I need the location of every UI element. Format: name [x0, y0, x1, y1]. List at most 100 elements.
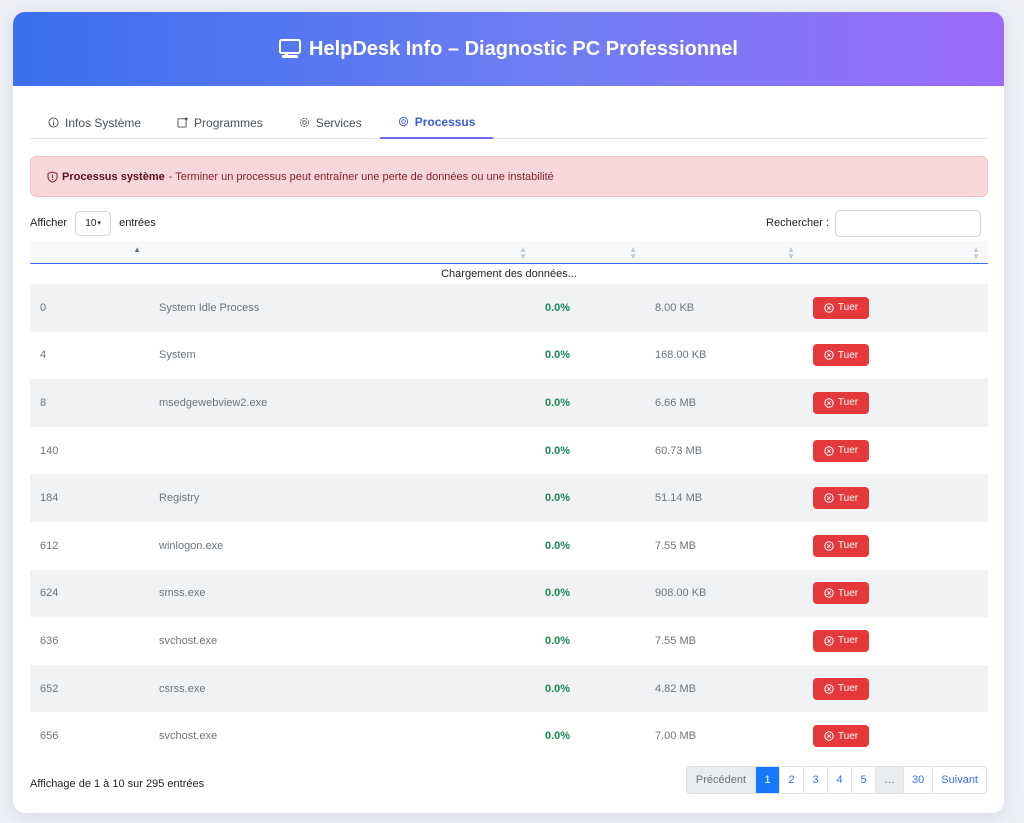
cell-name: System Idle Process	[149, 284, 535, 332]
shield-icon	[47, 170, 58, 183]
cell-action: Tuer	[803, 617, 988, 665]
length-select[interactable]: 10 ▾	[75, 210, 112, 236]
cell-pid: 636	[30, 617, 149, 665]
kill-label: Tuer	[837, 445, 859, 457]
page-button-4[interactable]: 4	[827, 767, 852, 793]
column-header-memory[interactable]: ▲ ▼	[645, 241, 803, 264]
cell-action: Tuer	[803, 712, 988, 760]
page-button-2[interactable]: 2	[779, 767, 804, 793]
search-area: Rechercher :	[766, 209, 981, 237]
table-row: 656 svchost.exe 0.0% 7.00 MB Tuer	[30, 712, 988, 760]
cell-action: Tuer	[803, 569, 988, 618]
sort-icon: ▲ ▼	[972, 245, 980, 261]
cell-action: Tuer	[803, 664, 988, 713]
pagination-next-button[interactable]: Suivant	[932, 767, 986, 793]
cell-name: svchost.exe	[149, 617, 535, 665]
app-header: HelpDesk Info – Diagnostic PC Profession…	[13, 12, 1004, 86]
cell-cpu: 0.0%	[535, 284, 645, 332]
kill-process-button[interactable]: Tuer	[813, 677, 869, 700]
column-header-action[interactable]: ▲ ▼	[803, 241, 988, 264]
column-header-pid[interactable]: ▲	[30, 241, 149, 264]
close-circle-icon	[824, 683, 834, 694]
tab-label: Services	[315, 115, 362, 130]
kill-process-button[interactable]: Tuer	[813, 582, 869, 605]
cell-name: smss.exe	[149, 569, 535, 618]
cell-memory: 6.66 MB	[645, 379, 803, 427]
column-header-name[interactable]: ▲ ▼	[149, 241, 535, 264]
cell-cpu: 0.0%	[535, 331, 645, 380]
info-circle-icon	[48, 117, 59, 128]
warning-alert: Processus système - Terminer un processu…	[30, 156, 988, 197]
kill-process-button[interactable]: Tuer	[813, 725, 869, 748]
close-circle-icon	[824, 731, 834, 741]
search-input[interactable]	[835, 209, 981, 237]
table-row: 0 System Idle Process 0.0% 8.00 KB Tuer	[30, 284, 988, 332]
page-button-5[interactable]: 5	[851, 767, 876, 793]
tab-services[interactable]: Services	[281, 106, 380, 139]
kill-label: Tuer	[837, 730, 859, 742]
page-button-30[interactable]: 30	[903, 767, 933, 793]
main-card: HelpDesk Info – Diagnostic PC Profession…	[13, 12, 1004, 813]
page-ellipsis: …	[875, 767, 904, 793]
cell-action: Tuer	[803, 379, 988, 427]
cell-name: winlogon.exe	[149, 521, 535, 570]
kill-process-button[interactable]: Tuer	[813, 487, 869, 510]
cell-cpu: 0.0%	[535, 426, 645, 475]
length-prefix: Afficher	[30, 217, 68, 229]
loading-row: Chargement des données...	[30, 263, 988, 284]
monitor-icon	[279, 39, 301, 59]
cell-action: Tuer	[803, 331, 988, 380]
table-row: 8 msedgewebview2.exe 0.0% 6.66 MB Tuer	[30, 379, 988, 427]
close-circle-icon	[824, 350, 834, 361]
kill-process-button[interactable]: Tuer	[813, 439, 869, 462]
table-row: 636 svchost.exe 0.0% 7.55 MB Tuer	[30, 617, 988, 665]
search-label: Rechercher :	[766, 217, 829, 229]
kill-process-button[interactable]: Tuer	[813, 344, 869, 367]
cpu-icon	[398, 116, 409, 127]
tab-processus[interactable]: Processus	[379, 106, 494, 139]
app-title: HelpDesk Info – Diagnostic PC Profession…	[309, 37, 738, 60]
cell-name	[149, 426, 535, 475]
page-button-3[interactable]: 3	[803, 767, 828, 793]
kill-label: Tuer	[837, 492, 859, 504]
cell-pid: 652	[30, 664, 149, 713]
cell-pid: 0	[30, 284, 149, 332]
cell-name: msedgewebview2.exe	[149, 379, 535, 427]
close-circle-icon	[824, 588, 834, 599]
table-info: Affichage de 1 à 10 sur 295 entrées	[30, 778, 205, 790]
page-button-1[interactable]: 1	[755, 767, 780, 793]
cell-memory: 60.73 MB	[645, 426, 803, 475]
kill-process-button[interactable]: Tuer	[813, 296, 869, 319]
kill-process-button[interactable]: Tuer	[813, 629, 869, 652]
cell-memory: 51.14 MB	[645, 474, 803, 522]
alert-text: - Terminer un processus peut entraîner u…	[168, 170, 554, 183]
kill-label: Tuer	[837, 635, 859, 647]
kill-label: Tuer	[837, 587, 859, 599]
kill-label: Tuer	[837, 349, 859, 361]
cell-name: svchost.exe	[149, 712, 535, 760]
cell-memory: 7.00 MB	[645, 712, 803, 760]
cell-pid: 4	[30, 331, 149, 380]
table-row: 140 0.0% 60.73 MB Tuer	[30, 426, 988, 475]
length-suffix: entrées	[119, 217, 156, 229]
tab-programmes[interactable]: Programmes	[159, 106, 281, 139]
tab-label: Processus	[414, 114, 476, 129]
cell-memory: 4.82 MB	[645, 664, 803, 713]
close-circle-icon	[824, 493, 834, 503]
cell-name: Registry	[149, 474, 535, 522]
table-row: 4 System 0.0% 168.00 KB Tuer	[30, 331, 988, 380]
kill-process-button[interactable]: Tuer	[813, 391, 869, 414]
cell-memory: 168.00 KB	[645, 331, 803, 380]
cell-pid: 184	[30, 474, 149, 522]
cell-memory: 7.55 MB	[645, 617, 803, 665]
cell-cpu: 0.0%	[535, 617, 645, 665]
pagination-previous-button[interactable]: Précédent	[686, 767, 756, 793]
kill-process-button[interactable]: Tuer	[813, 534, 869, 557]
cell-memory: 7.55 MB	[645, 521, 803, 570]
cell-cpu: 0.0%	[535, 664, 645, 713]
close-circle-icon	[824, 303, 834, 313]
tab-infos-systeme[interactable]: Infos Système	[30, 106, 159, 139]
column-header-cpu[interactable]: ▲ ▼	[535, 241, 645, 264]
tab-label: Programmes	[194, 115, 263, 130]
tab-label: Infos Système	[65, 115, 142, 130]
